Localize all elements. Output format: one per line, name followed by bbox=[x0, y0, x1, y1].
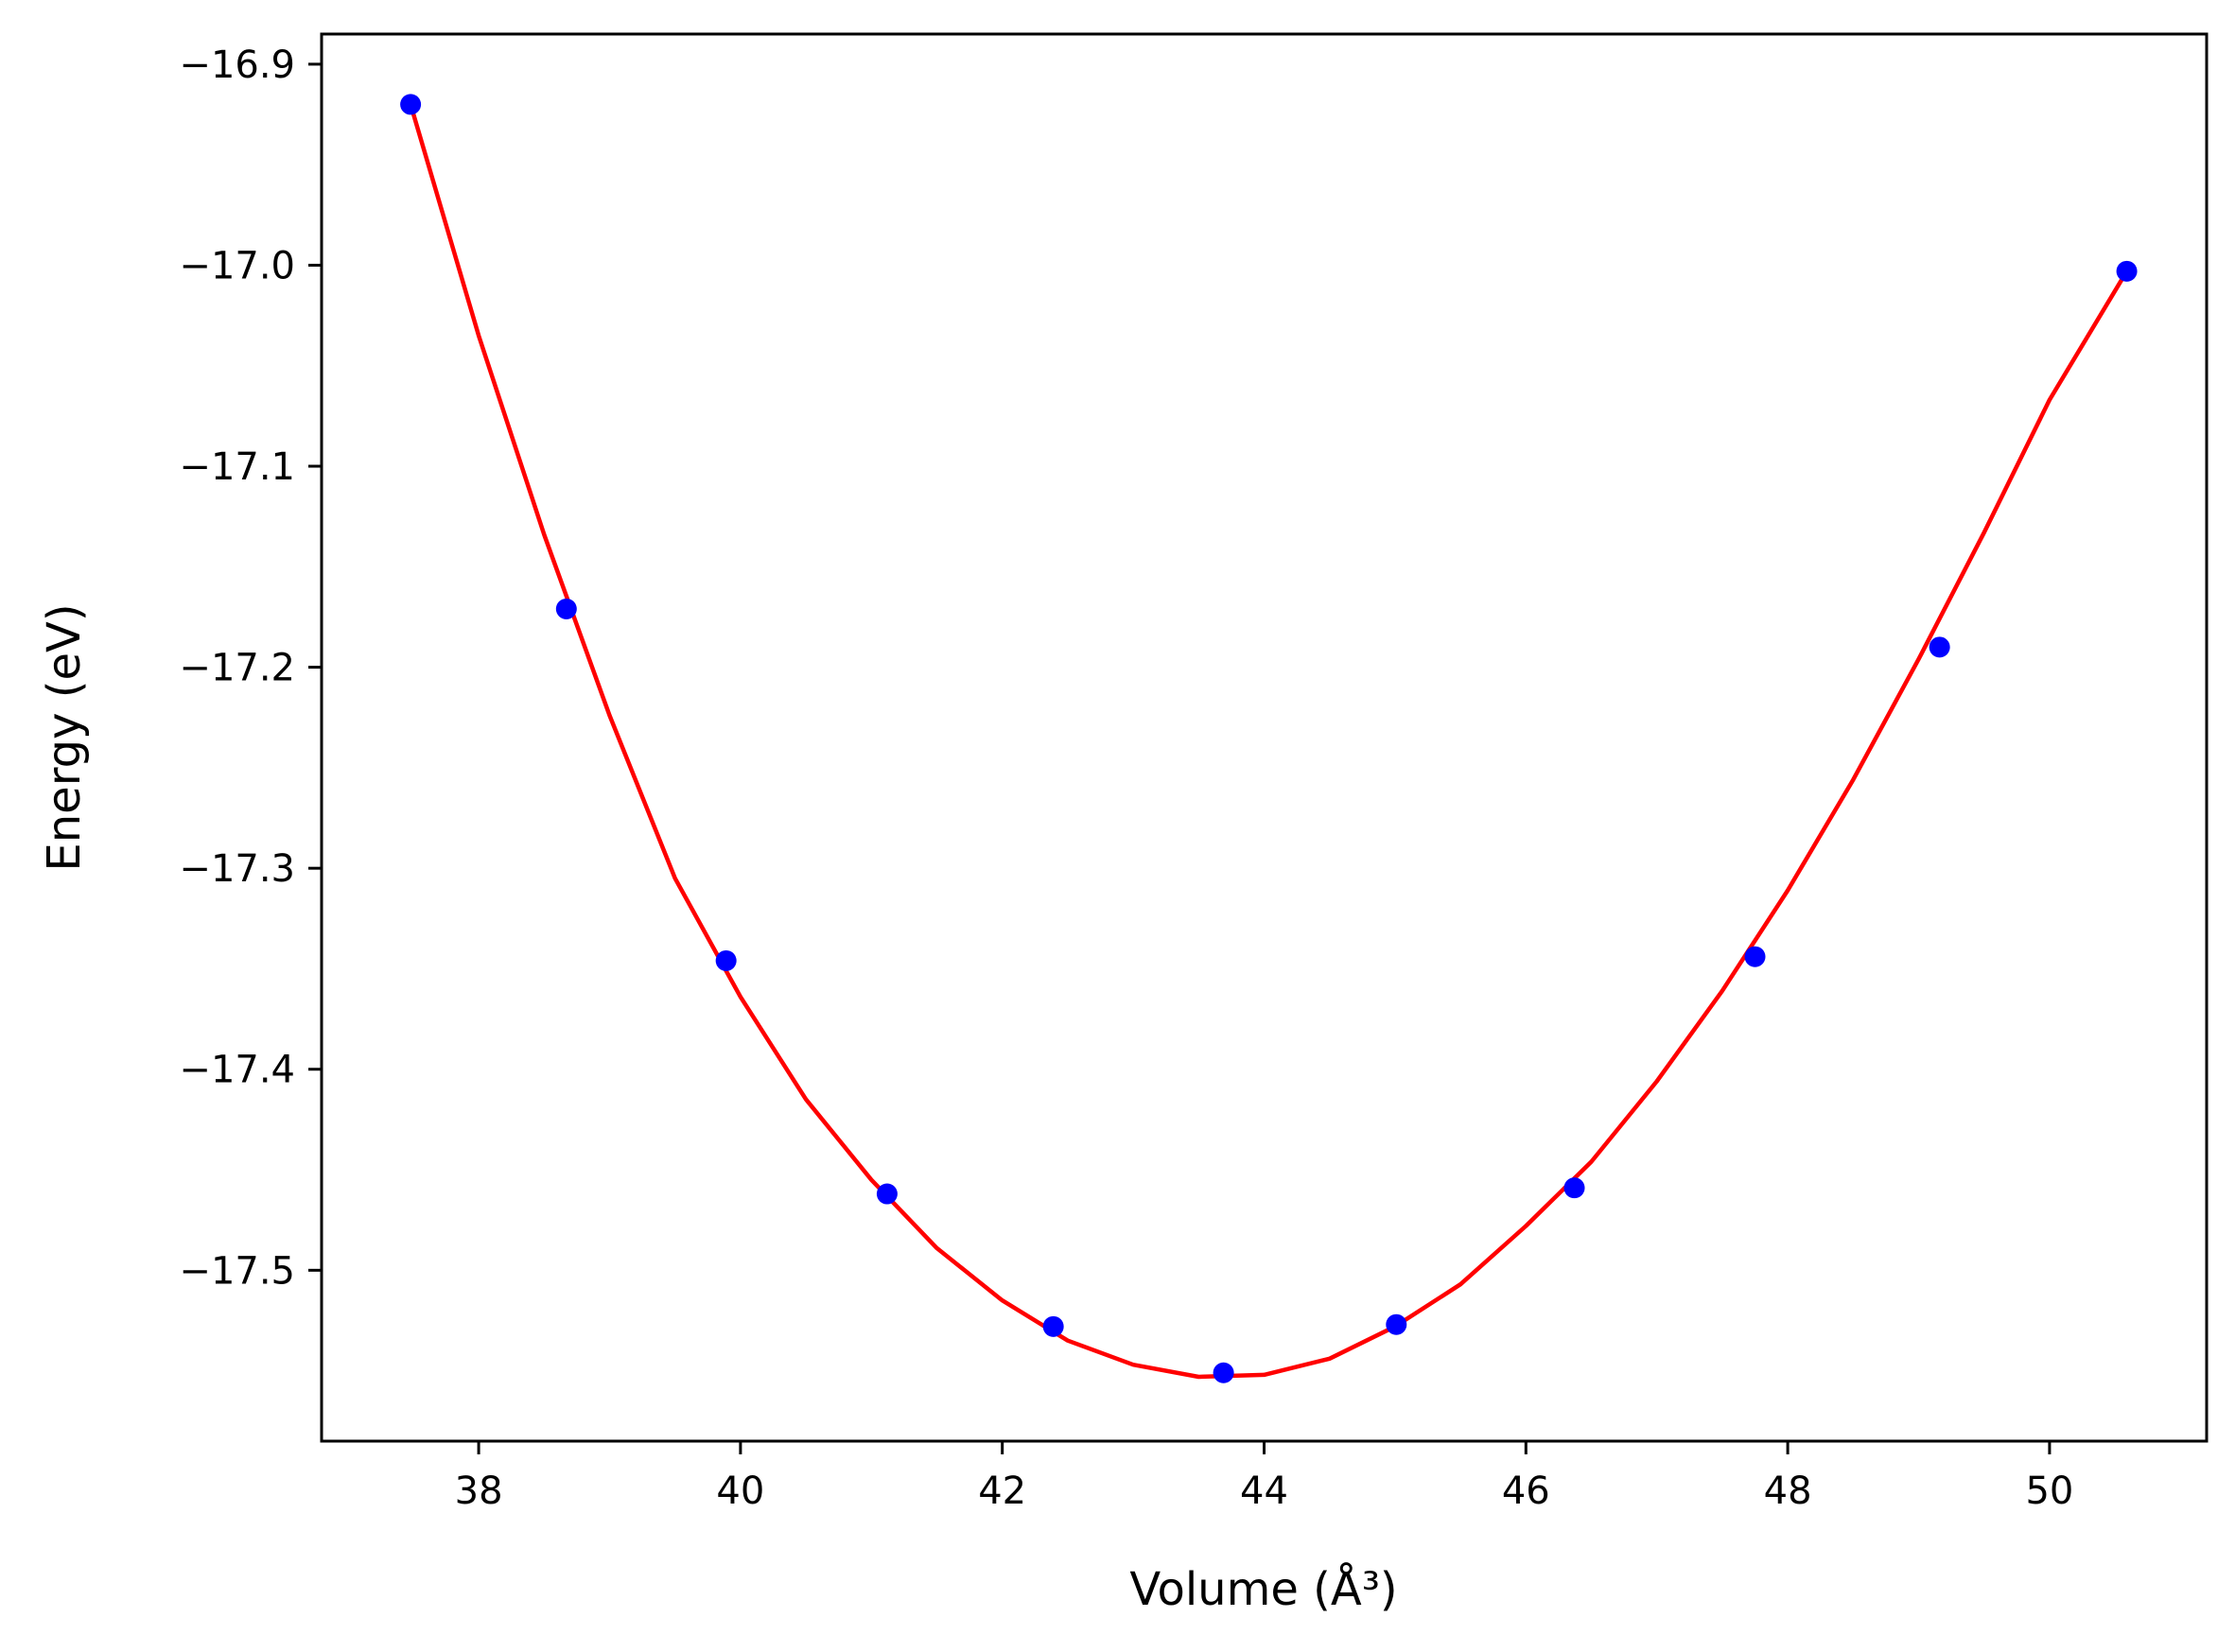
x-tick-label: 48 bbox=[1764, 1469, 1812, 1513]
data-point bbox=[715, 949, 737, 971]
data-point bbox=[876, 1183, 898, 1205]
plot-content bbox=[400, 94, 2138, 1383]
fit-curve-line bbox=[408, 103, 2129, 1380]
x-tick-label: 46 bbox=[1502, 1469, 1550, 1513]
y-tick-label: −17.0 bbox=[179, 244, 295, 287]
data-point bbox=[400, 94, 422, 115]
y-tick-label: −17.1 bbox=[179, 445, 295, 489]
x-tick-label: 50 bbox=[2025, 1469, 2073, 1513]
y-tick-label: −17.4 bbox=[179, 1049, 295, 1092]
x-tick-label: 42 bbox=[978, 1469, 1026, 1513]
x-tick-label: 40 bbox=[716, 1469, 764, 1513]
data-point bbox=[1042, 1315, 1064, 1337]
y-tick-label: −16.9 bbox=[179, 43, 295, 87]
y-tick-label: −17.2 bbox=[179, 647, 295, 690]
y-axis-label: Energy (eV) bbox=[38, 603, 91, 871]
x-axis-label: Volume (Å³) bbox=[1129, 1562, 1397, 1616]
y-tick-label: −17.5 bbox=[179, 1249, 295, 1293]
data-point bbox=[1929, 636, 1950, 658]
y-axis-ticks: −16.9 −17.0 −17.1 −17.2 −17.3 −17.4 −17.5 bbox=[179, 43, 322, 1293]
data-point bbox=[1744, 946, 1766, 967]
x-tick-label: 44 bbox=[1240, 1469, 1288, 1513]
x-axis-ticks: 38 40 42 44 46 48 50 bbox=[455, 1441, 2073, 1513]
data-point bbox=[1563, 1177, 1585, 1199]
y-tick-label: −17.3 bbox=[179, 847, 295, 891]
x-tick-label: 38 bbox=[455, 1469, 503, 1513]
data-point bbox=[1213, 1362, 1234, 1383]
data-point bbox=[1386, 1313, 1407, 1335]
data-point bbox=[555, 598, 577, 619]
data-point bbox=[2116, 260, 2138, 282]
